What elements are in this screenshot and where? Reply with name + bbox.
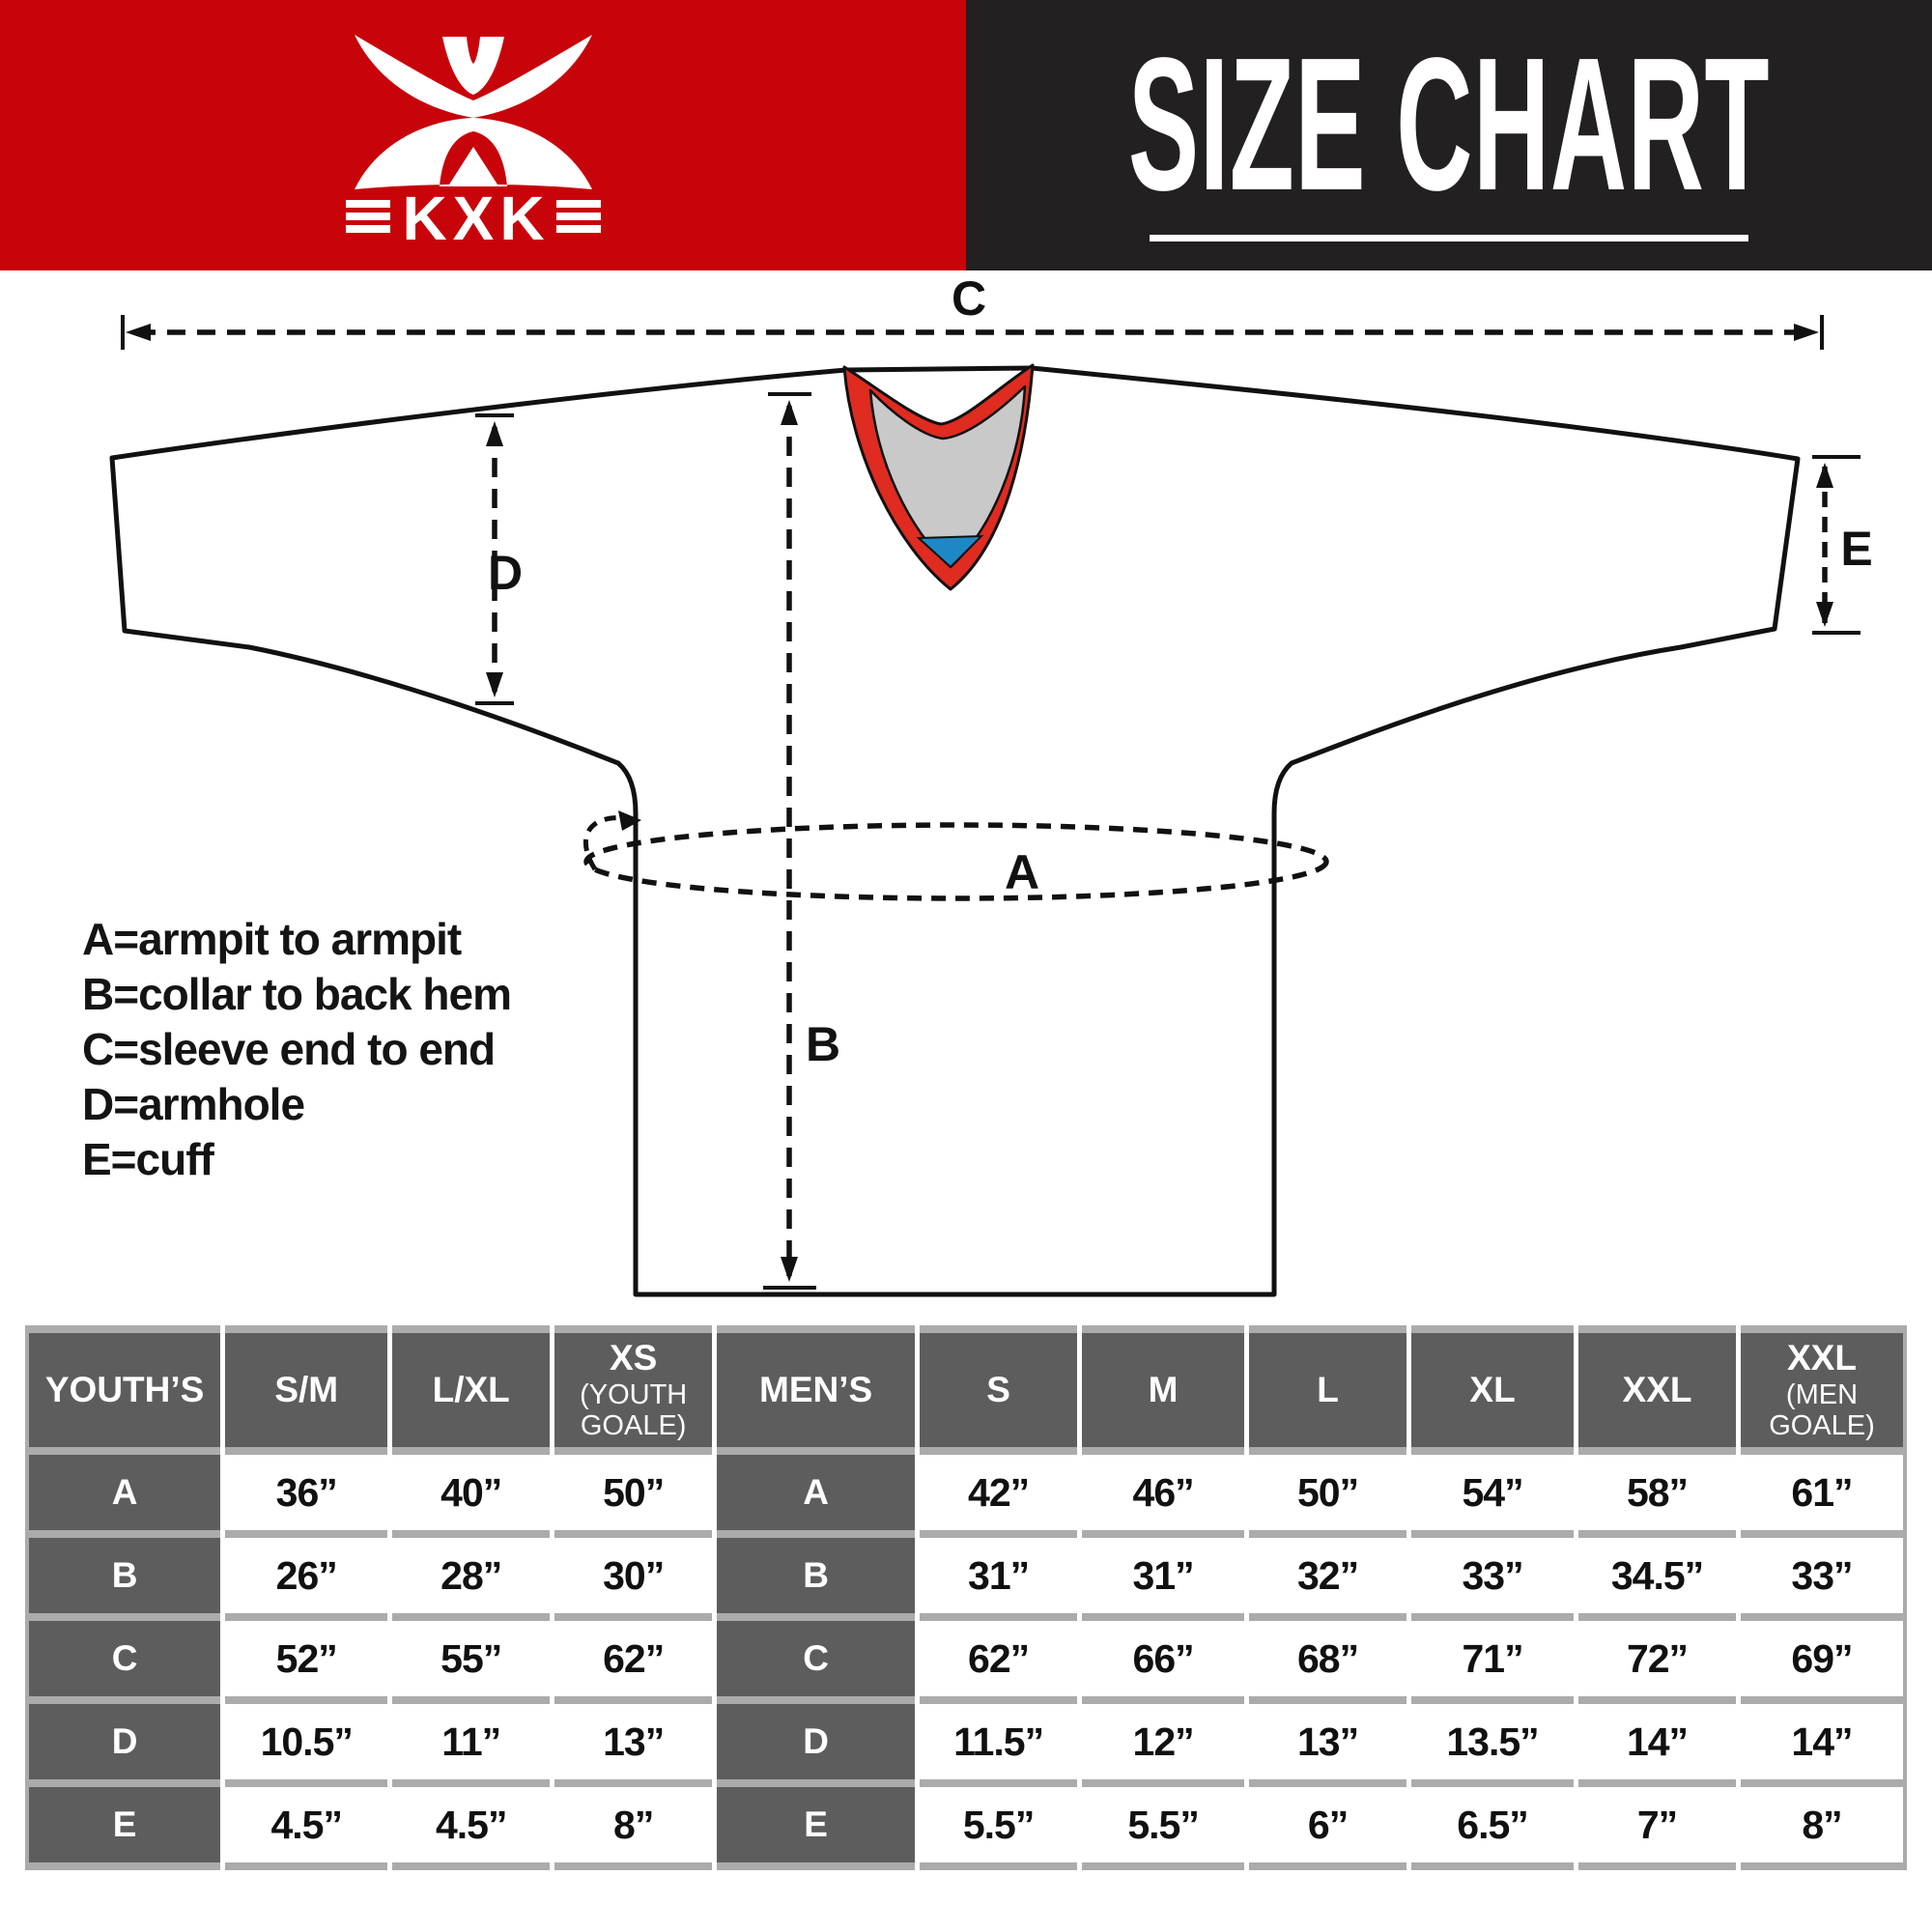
youth-row-label-A: A: [29, 1447, 221, 1530]
men-row-label-B: B: [717, 1530, 916, 1613]
legend-line-a: A=armpit to armpit: [82, 914, 462, 964]
men-row-label-A: A: [717, 1447, 916, 1530]
youth-value-D-2: 13”: [554, 1696, 713, 1779]
men-row-label-E: E: [717, 1779, 916, 1870]
brand-banner: KXK: [0, 0, 966, 270]
label-a: A: [1005, 845, 1039, 899]
men-value-D-3: 13.5”: [1411, 1696, 1575, 1779]
men-value-C-1: 66”: [1082, 1613, 1245, 1696]
youth-value-A-2: 50”: [554, 1447, 713, 1530]
men-value-A-5: 61”: [1740, 1447, 1903, 1530]
men-value-A-4: 58”: [1578, 1447, 1736, 1530]
brand-name: KXK: [402, 184, 550, 253]
youth-value-C-0: 52”: [225, 1613, 388, 1696]
youth-group-header: YOUTH’S: [29, 1325, 221, 1447]
men-value-E-1: 5.5”: [1082, 1779, 1245, 1870]
jersey-outline: [109, 365, 1801, 1297]
youth-row-label-E: E: [29, 1779, 221, 1870]
measure-d: [475, 413, 514, 705]
youth-value-E-0: 4.5”: [225, 1779, 388, 1870]
men-value-C-4: 72”: [1578, 1613, 1736, 1696]
youth-size-header-2: XS (YOUTH GOALE): [554, 1325, 713, 1447]
youth-value-A-0: 36”: [225, 1447, 388, 1530]
men-value-A-2: 50”: [1249, 1447, 1407, 1530]
men-row-label-D: D: [717, 1696, 916, 1779]
men-value-D-1: 12”: [1082, 1696, 1245, 1779]
label-d: D: [488, 546, 523, 600]
men-value-A-3: 54”: [1411, 1447, 1575, 1530]
measure-a: [582, 810, 1329, 901]
kxk-logo-icon: KXK: [346, 35, 601, 253]
measurement-legend: A=armpit to armpit B=collar to back hem …: [82, 912, 512, 1187]
men-value-B-1: 31”: [1082, 1530, 1245, 1613]
men-value-A-0: 42”: [920, 1447, 1078, 1530]
title-banner: SIZE CHART: [966, 0, 1932, 270]
men-value-D-2: 13”: [1249, 1696, 1407, 1779]
men-value-E-0: 5.5”: [920, 1779, 1078, 1870]
men-value-E-2: 6”: [1249, 1779, 1407, 1870]
men-value-E-3: 6.5”: [1411, 1779, 1575, 1870]
men-value-A-1: 46”: [1082, 1447, 1245, 1530]
men-group-header: MEN’S: [717, 1325, 916, 1447]
men-size-header-0: S: [920, 1325, 1078, 1447]
youth-value-D-0: 10.5”: [225, 1696, 388, 1779]
youth-row-label-C: C: [29, 1613, 221, 1696]
youth-size-header-1: L/XL: [392, 1325, 551, 1447]
men-value-C-0: 62”: [920, 1613, 1078, 1696]
youth-value-C-2: 62”: [554, 1613, 713, 1696]
jersey-diagram: C D B A: [109, 271, 1873, 1297]
collar-blue-insert: [916, 534, 984, 569]
men-value-B-3: 33”: [1411, 1530, 1575, 1613]
measure-b: [763, 392, 816, 1290]
men-size-header-3: XL: [1411, 1325, 1575, 1447]
men-value-C-3: 71”: [1411, 1613, 1575, 1696]
legend-line-c: C=sleeve end to end: [82, 1024, 496, 1074]
men-value-B-5: 33”: [1740, 1530, 1903, 1613]
men-size-header-1: M: [1082, 1325, 1245, 1447]
legend-line-b: B=collar to back hem: [82, 969, 512, 1019]
men-value-D-5: 14”: [1740, 1696, 1903, 1779]
youth-value-C-1: 55”: [392, 1613, 551, 1696]
men-value-D-4: 14”: [1578, 1696, 1736, 1779]
label-b: B: [806, 1017, 840, 1071]
men-row-label-C: C: [717, 1613, 916, 1696]
legend-line-e: E=cuff: [82, 1134, 214, 1184]
label-e: E: [1840, 522, 1872, 576]
legend-line-d: D=armhole: [82, 1079, 305, 1129]
measure-c: [121, 315, 1824, 350]
title-underline: [1150, 234, 1748, 242]
youth-row-label-D: D: [29, 1696, 221, 1779]
men-value-B-0: 31”: [920, 1530, 1078, 1613]
youth-value-B-0: 26”: [225, 1530, 388, 1613]
page-title: SIZE CHART: [1127, 17, 1771, 230]
men-value-C-5: 69”: [1740, 1613, 1903, 1696]
men-value-B-2: 32”: [1249, 1530, 1407, 1613]
youth-value-B-1: 28”: [392, 1530, 551, 1613]
youth-row-label-B: B: [29, 1530, 221, 1613]
youth-value-A-1: 40”: [392, 1447, 551, 1530]
men-value-E-4: 7”: [1578, 1779, 1736, 1870]
youth-value-D-1: 11”: [392, 1696, 551, 1779]
collar-inner-gray: [868, 384, 1027, 569]
size-table: YOUTH’S S/M L/XL XS (YOUTH GOALE) MEN’S S M L XL X…: [25, 1325, 1907, 1870]
measure-e: [1812, 455, 1861, 635]
youth-size-header-0: S/M: [225, 1325, 388, 1447]
men-value-E-5: 8”: [1740, 1779, 1903, 1870]
men-value-B-4: 34.5”: [1578, 1530, 1736, 1613]
men-value-C-2: 68”: [1249, 1613, 1407, 1696]
label-c: C: [952, 271, 986, 326]
youth-value-E-2: 8”: [554, 1779, 713, 1870]
men-size-header-5: XXL (MEN GOALE): [1740, 1325, 1903, 1447]
men-value-D-0: 11.5”: [920, 1696, 1078, 1779]
youth-value-B-2: 30”: [554, 1530, 713, 1613]
men-size-header-4: XXL: [1578, 1325, 1736, 1447]
men-size-header-2: L: [1249, 1325, 1407, 1447]
youth-value-E-1: 4.5”: [392, 1779, 551, 1870]
